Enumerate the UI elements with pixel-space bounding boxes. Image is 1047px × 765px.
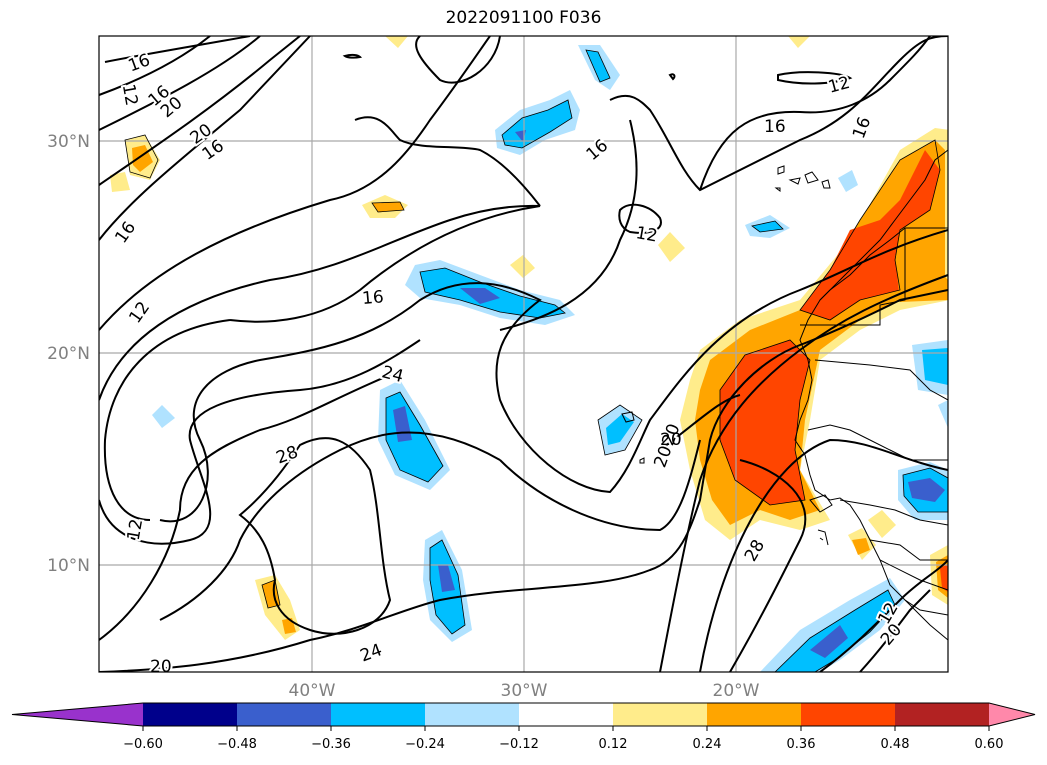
graticule — [99, 36, 948, 672]
colorbar-bin — [707, 703, 802, 726]
colorbar-bin — [331, 703, 426, 726]
lat-label-10n: 10°N — [47, 556, 90, 576]
positive-anomaly-spot — [868, 510, 896, 538]
contour-label: 12 — [125, 298, 154, 327]
contour-label: 20 — [150, 657, 172, 677]
negative-anomaly-region — [908, 478, 945, 502]
negative-anomaly-region — [922, 348, 948, 385]
colorbar-extend-min — [12, 703, 143, 726]
contour-label: 28 — [274, 442, 301, 468]
negative-anomaly-region — [938, 400, 948, 428]
colorbar-tick-label: −0.60 — [123, 737, 163, 752]
colorbar: −0.60 −0.48 −0.36 −0.24 −0.12 0.12 0.24 0.36 0.4… — [11, 702, 1036, 752]
colorbar-tick-label: −0.48 — [217, 737, 257, 752]
colorbar-extend-max — [989, 703, 1035, 726]
plot-frame — [98, 35, 949, 673]
negative-anomaly-region — [460, 288, 500, 304]
longitude-labels: 40°W 30°W 20°W — [289, 681, 760, 701]
lat-label-20n: 20°N — [47, 344, 90, 364]
contour-label: 12 — [634, 223, 659, 246]
contour-label: 12 — [118, 83, 141, 108]
shading-layer — [110, 36, 948, 672]
colorbar-tick-label: 0.60 — [975, 737, 1004, 752]
negative-anomaly-region — [152, 405, 175, 428]
positive-anomaly-spot — [852, 538, 870, 555]
contour-label: 28 — [741, 536, 769, 565]
lon-label-30w: 30°W — [501, 681, 548, 701]
positive-anomaly-spot — [110, 172, 130, 192]
colorbar-bin — [425, 703, 520, 726]
latitude-labels: 30°N 20°N 10°N — [47, 132, 90, 576]
positive-anomaly-spot — [385, 36, 408, 48]
contour-label: 16 — [111, 218, 140, 247]
positive-anomaly-spot — [510, 255, 535, 278]
colorbar-tick-label: −0.36 — [311, 737, 351, 752]
colorbar-bin — [801, 703, 896, 726]
lon-label-40w: 40°W — [289, 681, 336, 701]
colorbar-bin — [519, 703, 614, 726]
colorbar-bin — [895, 703, 990, 726]
colorbar-bin — [143, 703, 238, 726]
negative-anomaly-region — [838, 170, 858, 192]
contour-label: 16 — [764, 117, 786, 137]
positive-anomaly-spot — [658, 232, 685, 262]
colorbar-tick-label: −0.24 — [405, 737, 445, 752]
colorbar-tick-label: 0.36 — [787, 737, 816, 752]
contour-label: 16 — [583, 136, 612, 165]
contour-lines — [99, 36, 948, 672]
contour-label: 16 — [849, 114, 875, 141]
positive-anomaly-spot — [372, 202, 404, 212]
contour-label: 16 — [361, 287, 384, 309]
contour-label: 20 — [660, 430, 682, 450]
contour-lines-thin — [124, 49, 948, 672]
negative-anomaly-region — [515, 130, 526, 142]
colorbar-bin — [613, 703, 708, 726]
colorbar-tick-label: 0.12 — [599, 737, 628, 752]
positive-anomaly-spot — [940, 564, 948, 592]
positive-anomaly-spot — [788, 36, 810, 48]
contour-label: 12 — [124, 517, 147, 542]
contour-label: 24 — [358, 640, 385, 666]
negative-anomaly-region — [752, 221, 783, 232]
colorbar-bin — [237, 703, 332, 726]
positive-anomaly-region — [800, 150, 940, 320]
negative-anomaly-region — [438, 565, 455, 592]
positive-anomaly-region — [720, 340, 810, 505]
colorbar-tick-label: −0.12 — [499, 737, 539, 752]
negative-anomaly-region — [586, 50, 610, 82]
map-title: 2022091100 F036 — [445, 8, 602, 28]
lat-label-30n: 30°N — [47, 132, 90, 152]
colorbar-tick-label: 0.48 — [881, 737, 910, 752]
lon-label-20w: 20°W — [713, 681, 760, 701]
negative-anomaly-region — [810, 625, 848, 658]
colorbar-tick-label: 0.24 — [693, 737, 722, 752]
